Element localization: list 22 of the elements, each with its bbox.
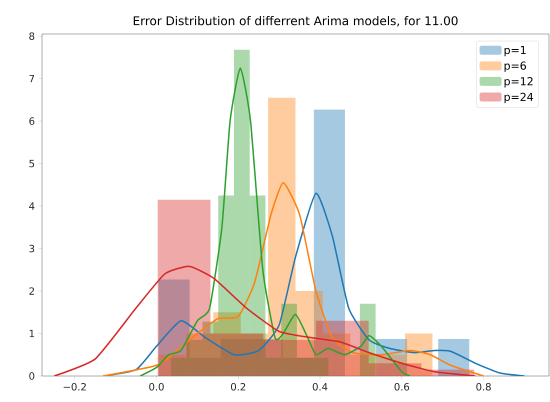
y-tick-label: 8 bbox=[29, 32, 34, 40]
y-tick-label: 3 bbox=[29, 244, 34, 252]
legend-label: p=12 bbox=[504, 77, 533, 88]
line-series bbox=[139, 67, 411, 376]
y-tick-label: 0 bbox=[29, 372, 34, 380]
x-tick-label: 0.6 bbox=[394, 383, 410, 391]
legend-label: p=1 bbox=[504, 46, 526, 56]
y-tick-label: 6 bbox=[29, 117, 34, 125]
legend-label: p=24 bbox=[504, 92, 534, 104]
x-tick-label: 0.4 bbox=[312, 383, 328, 391]
x-tick-label: 0.8 bbox=[476, 383, 491, 391]
legend-label: p=6 bbox=[504, 62, 526, 72]
x-tick-label: 0.0 bbox=[149, 383, 164, 391]
chart-title: Error Distribution of differrent Arima models, for 11.00 bbox=[134, 16, 458, 26]
line-series bbox=[54, 266, 476, 376]
y-tick-label: 7 bbox=[29, 74, 34, 82]
y-tick-label: 4 bbox=[29, 202, 34, 210]
y-tick-label: 2 bbox=[29, 287, 34, 295]
y-tick-label: 1 bbox=[30, 330, 34, 338]
x-tick-label: −0.2 bbox=[64, 383, 86, 391]
x-tick-label: 0.2 bbox=[230, 383, 246, 391]
y-tick-label: 5 bbox=[29, 160, 34, 168]
